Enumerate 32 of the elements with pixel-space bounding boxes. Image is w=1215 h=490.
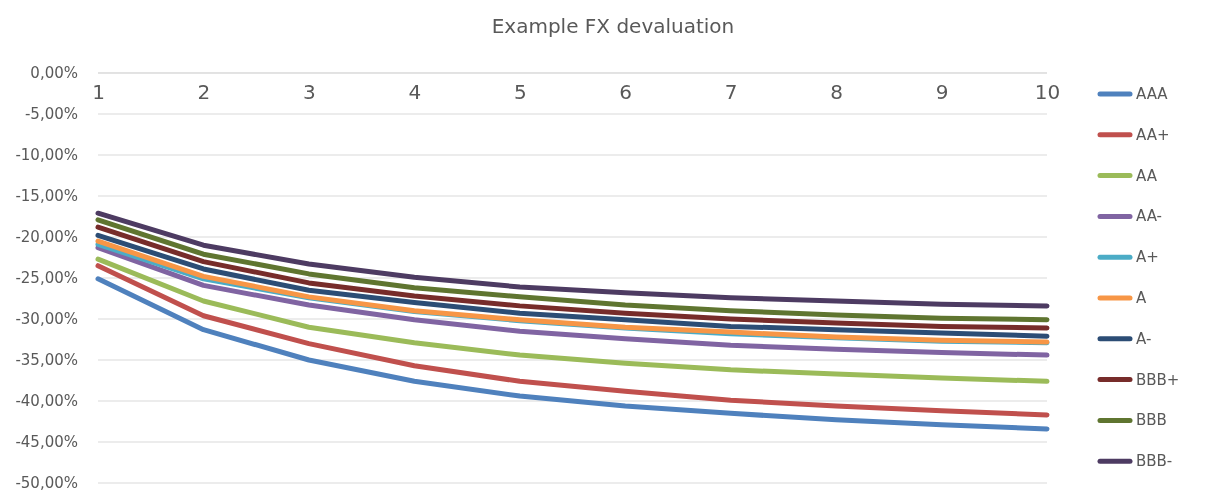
y-tick-label: -45,00% xyxy=(15,433,78,452)
legend-label: BBB+ xyxy=(1136,370,1180,389)
y-tick-label: 0,00% xyxy=(30,64,78,83)
legend-label: A+ xyxy=(1136,248,1159,267)
chart-title: Example FX devaluation xyxy=(491,14,735,38)
y-tick-label: -20,00% xyxy=(15,228,78,247)
y-tick-label: -5,00% xyxy=(24,105,78,124)
legend-label: A- xyxy=(1136,329,1152,348)
x-tick-label: 8 xyxy=(830,80,843,105)
x-tick-label: 9 xyxy=(935,80,949,105)
legend-label: BBB- xyxy=(1136,452,1173,471)
y-tick-label: -25,00% xyxy=(15,269,78,288)
y-tick-label: -50,00% xyxy=(15,474,78,490)
x-tick-label: 10 xyxy=(1034,80,1061,105)
legend-label: AA- xyxy=(1136,207,1163,226)
legend-label: BBB xyxy=(1136,411,1167,430)
legend-label: AA xyxy=(1136,166,1158,185)
x-tick-label: 2 xyxy=(197,80,211,105)
x-tick-label: 6 xyxy=(619,80,633,105)
legend-label: A xyxy=(1136,289,1147,307)
y-tick-label: -35,00% xyxy=(15,351,78,370)
x-tick-label: 3 xyxy=(303,80,316,105)
y-tick-label: -15,00% xyxy=(15,187,78,206)
y-tick-label: -10,00% xyxy=(15,146,78,165)
y-tick-label: -40,00% xyxy=(15,392,78,411)
x-tick-label: 5 xyxy=(513,80,527,105)
legend-label: AA+ xyxy=(1136,125,1170,144)
x-tick-label: 4 xyxy=(408,80,422,105)
x-tick-label: 1 xyxy=(92,80,105,105)
legend-label: AAA xyxy=(1136,85,1169,103)
x-tick-label: 7 xyxy=(724,80,738,105)
y-tick-label: -30,00% xyxy=(15,310,78,329)
